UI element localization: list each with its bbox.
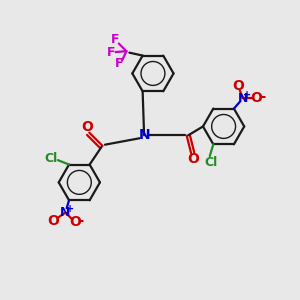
Text: -: -	[259, 89, 266, 104]
Text: Cl: Cl	[45, 152, 58, 165]
Text: O: O	[47, 214, 59, 228]
Text: N: N	[138, 128, 150, 142]
Text: O: O	[81, 120, 93, 134]
Text: +: +	[66, 204, 74, 214]
Text: O: O	[250, 91, 262, 105]
Text: +: +	[243, 90, 251, 100]
Text: O: O	[69, 215, 81, 229]
Text: -: -	[78, 213, 84, 228]
Text: N: N	[60, 206, 71, 219]
Text: Cl: Cl	[204, 156, 218, 169]
Text: O: O	[232, 79, 244, 93]
Text: F: F	[115, 57, 123, 70]
Text: F: F	[107, 46, 116, 59]
Text: F: F	[111, 34, 119, 46]
Text: N: N	[238, 92, 248, 105]
Text: O: O	[187, 152, 199, 167]
